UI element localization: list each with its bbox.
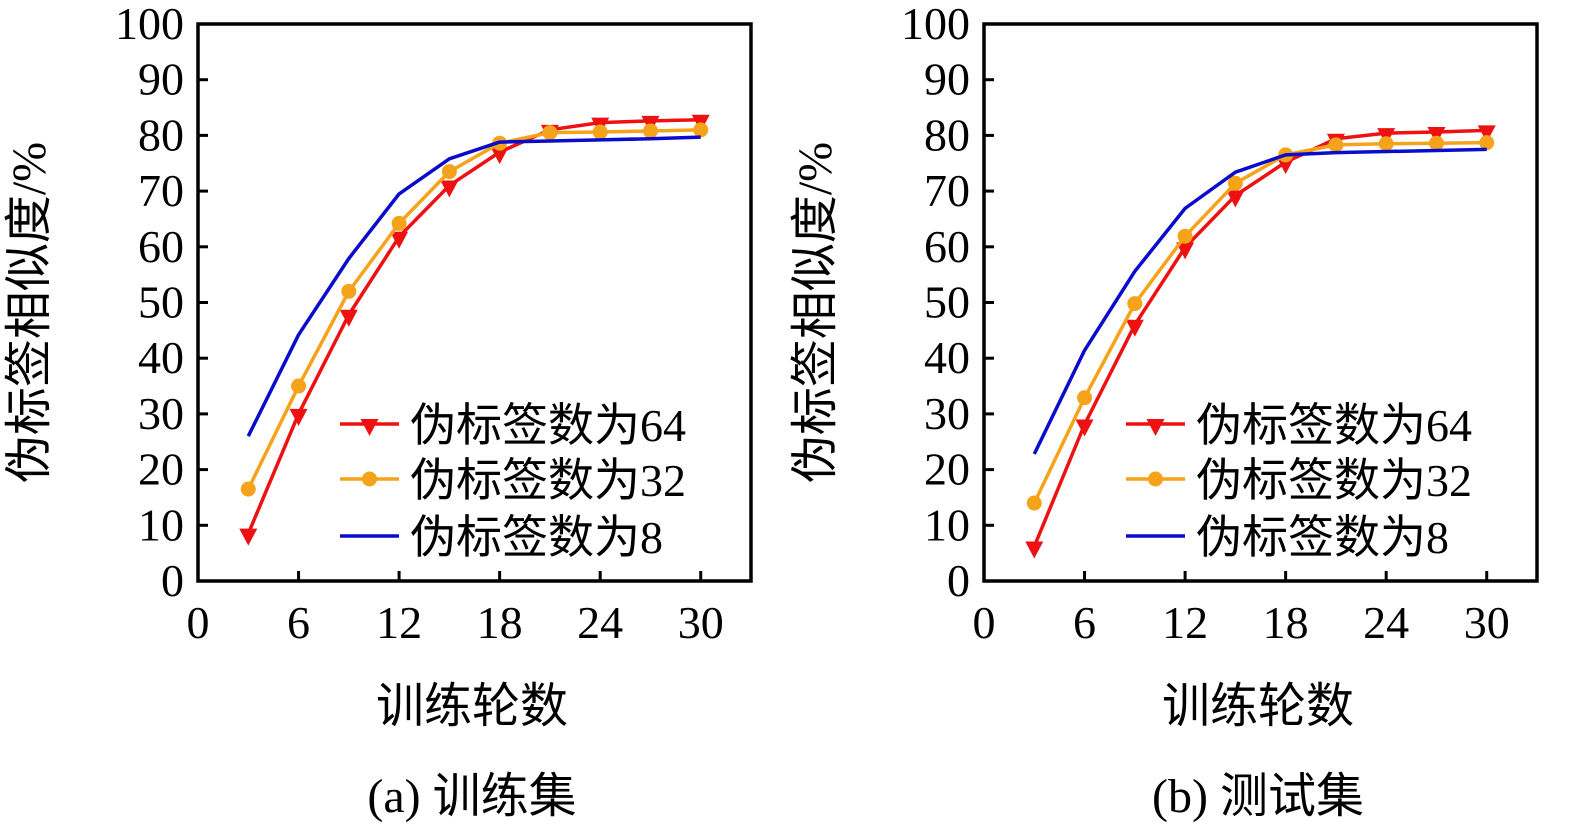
data-point-triangle	[239, 528, 258, 546]
y-tick-label: 40	[138, 332, 184, 383]
y-tick-label: 100	[115, 0, 184, 49]
data-point-triangle	[1125, 319, 1144, 337]
series-line-伪标签数为8	[1032, 147, 1487, 455]
data-point-circle	[1077, 390, 1093, 406]
panel-caption: (a) 训练集	[367, 770, 576, 823]
data-point-triangle	[289, 408, 308, 426]
y-tick-label: 90	[924, 54, 970, 105]
data-point-circle	[1328, 137, 1344, 153]
y-tick-label: 0	[161, 555, 184, 606]
data-point-circle	[441, 164, 457, 180]
legend-label: 伪标签数为32	[1196, 455, 1472, 506]
y-tick-label: 20	[138, 444, 184, 495]
data-point-circle	[642, 123, 658, 139]
series-line-伪标签数为8	[246, 135, 701, 437]
data-point-circle	[1026, 495, 1042, 511]
y-tick-label: 100	[901, 0, 970, 49]
x-tick-label: 0	[187, 597, 210, 648]
legend-label: 伪标签数为64	[1196, 400, 1472, 451]
y-tick-label: 30	[924, 388, 970, 439]
x-tick-label: 0	[973, 597, 996, 648]
series-line-伪标签数为64	[246, 118, 701, 535]
legend-marker-triangle	[1146, 419, 1165, 436]
series-line-伪标签数为32	[246, 128, 701, 490]
legend-label: 伪标签数为8	[410, 512, 663, 563]
panel-caption: (b) 测试集	[1152, 770, 1364, 823]
y-tick-label: 50	[138, 277, 184, 328]
data-point-circle	[592, 124, 608, 140]
x-tick-label: 18	[477, 597, 523, 648]
x-tick-label: 12	[376, 597, 422, 648]
data-point-circle	[341, 283, 357, 299]
data-point-triangle	[1176, 242, 1195, 260]
x-tick-label: 30	[1464, 597, 1510, 648]
data-point-circle	[693, 122, 709, 138]
x-axis-label: 训练轮数	[376, 680, 568, 733]
y-tick-label: 80	[138, 109, 184, 160]
data-point-triangle	[490, 147, 509, 165]
y-tick-label: 80	[924, 109, 970, 160]
data-point-circle	[240, 481, 256, 497]
y-tick-label: 60	[138, 221, 184, 272]
x-tick-label: 30	[678, 597, 724, 648]
data-point-triangle	[1276, 157, 1295, 175]
y-tick-label: 60	[924, 221, 970, 272]
series-line-伪标签数为32	[1032, 140, 1487, 504]
data-point-triangle	[339, 309, 358, 327]
legend-marker-circle	[1148, 471, 1163, 487]
y-tick-label: 0	[947, 555, 970, 606]
x-tick-label: 12	[1162, 597, 1208, 648]
y-tick-label: 70	[924, 165, 970, 216]
data-point-circle	[1428, 135, 1444, 151]
x-tick-label: 6	[287, 597, 310, 648]
y-tick-label: 70	[138, 165, 184, 216]
x-tick-label: 24	[577, 597, 623, 648]
data-point-circle	[1378, 136, 1394, 152]
y-tick-label: 90	[138, 54, 184, 105]
y-tick-label: 40	[924, 332, 970, 383]
data-point-triangle	[1025, 541, 1044, 559]
data-point-circle	[1227, 175, 1243, 191]
data-point-circle	[1479, 135, 1495, 151]
data-point-triangle	[1075, 419, 1094, 437]
data-point-circle	[1127, 296, 1143, 312]
legend-marker-triangle	[360, 419, 379, 436]
data-point-triangle	[1427, 127, 1446, 145]
data-point-triangle	[1477, 125, 1496, 143]
x-tick-label: 6	[1073, 597, 1096, 648]
data-point-triangle	[440, 180, 459, 198]
data-point-circle	[291, 378, 307, 394]
y-axis-label: 伪标签相似度/%	[3, 142, 56, 483]
y-axis-label: 伪标签相似度/%	[789, 142, 842, 483]
data-point-circle	[391, 215, 407, 231]
y-tick-label: 30	[138, 388, 184, 439]
data-point-triangle	[1226, 190, 1245, 208]
x-tick-label: 24	[1363, 597, 1409, 648]
y-tick-label: 20	[924, 444, 970, 495]
series-line-伪标签数为64	[1032, 128, 1487, 548]
x-axis-label: 训练轮数	[1162, 680, 1354, 733]
legend-label: 伪标签数为8	[1196, 512, 1449, 563]
x-tick-label: 18	[1263, 597, 1309, 648]
y-tick-label: 10	[138, 499, 184, 550]
legend-marker-circle	[362, 471, 377, 487]
legend-label: 伪标签数为32	[410, 455, 686, 506]
data-point-triangle	[390, 231, 409, 249]
data-point-circle	[542, 125, 558, 141]
data-point-circle	[1177, 228, 1193, 244]
legend-label: 伪标签数为64	[410, 400, 686, 451]
y-tick-label: 10	[924, 499, 970, 550]
y-tick-label: 50	[924, 277, 970, 328]
